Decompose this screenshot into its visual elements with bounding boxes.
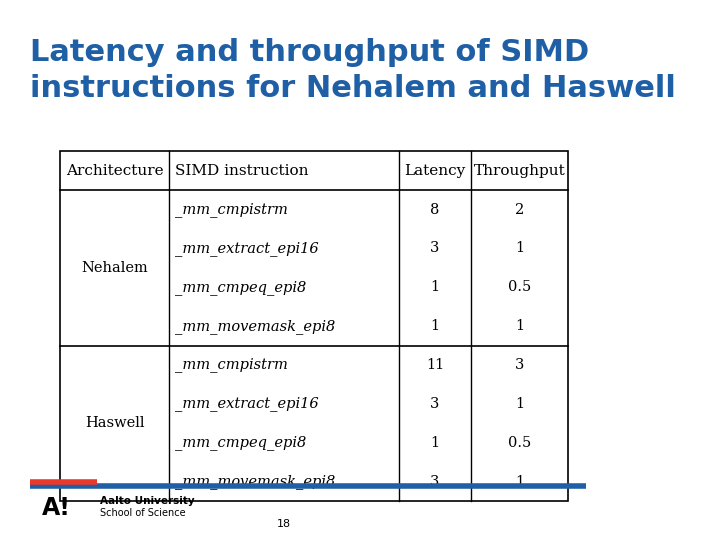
Text: _mm_movemask_epi8: _mm_movemask_epi8 [175,319,336,334]
Text: 0.5: 0.5 [508,436,531,450]
Text: _mm_cmpistrm: _mm_cmpistrm [175,202,288,217]
Text: A!: A! [42,496,71,519]
Text: _mm_movemask_epi8: _mm_movemask_epi8 [175,474,336,489]
Text: 3: 3 [431,475,440,489]
Text: Aalto University: Aalto University [99,496,194,506]
Text: Latency and throughput of SIMD
instructions for Nehalem and Haswell: Latency and throughput of SIMD instructi… [30,38,676,103]
Text: Throughput: Throughput [474,164,565,178]
Text: 0.5: 0.5 [508,280,531,294]
Text: 3: 3 [515,358,524,372]
Text: 3: 3 [431,397,440,411]
Text: 18: 18 [277,519,291,530]
Text: 1: 1 [431,436,440,450]
Text: _mm_cmpeq_epi8: _mm_cmpeq_epi8 [175,435,307,450]
Text: 8: 8 [431,202,440,217]
Text: Haswell: Haswell [85,416,145,430]
Text: 11: 11 [426,358,444,372]
Text: 1: 1 [515,475,524,489]
Text: Nehalem: Nehalem [81,261,148,275]
Text: 1: 1 [515,241,524,255]
Text: _mm_extract_epi16: _mm_extract_epi16 [175,396,319,411]
Text: 1: 1 [515,397,524,411]
Text: School of Science: School of Science [99,508,185,518]
Text: 1: 1 [431,280,440,294]
Text: 3: 3 [431,241,440,255]
Text: 1: 1 [515,319,524,333]
Text: 1: 1 [431,319,440,333]
Text: Architecture: Architecture [66,164,164,178]
Text: _mm_cmpeq_epi8: _mm_cmpeq_epi8 [175,280,307,295]
Text: Latency: Latency [405,164,466,178]
Text: _mm_extract_epi16: _mm_extract_epi16 [175,241,319,256]
FancyBboxPatch shape [60,151,568,501]
Text: 2: 2 [515,202,524,217]
Text: _mm_cmpistrm: _mm_cmpistrm [175,357,288,373]
Text: SIMD instruction: SIMD instruction [175,164,309,178]
